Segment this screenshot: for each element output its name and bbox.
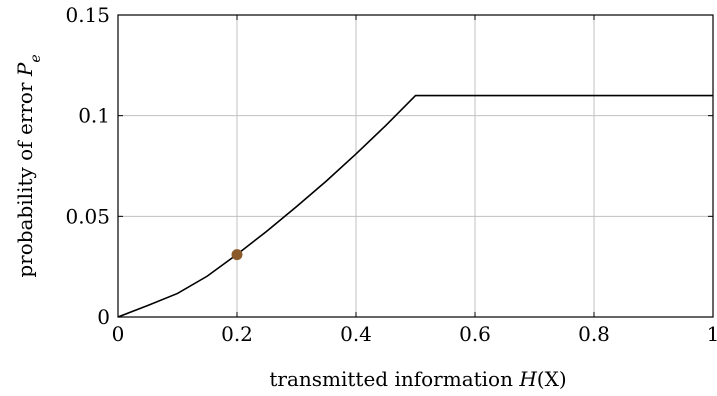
x-tick-label-2: 0.4 bbox=[340, 322, 372, 346]
x-axis-label: transmitted information H(X) bbox=[269, 367, 566, 391]
x-tick-label-5: 1 bbox=[707, 322, 717, 346]
x-tick-label-3: 0.6 bbox=[459, 322, 491, 346]
y-tick-label-0: 0 bbox=[97, 305, 110, 329]
y-axis-label-math: P bbox=[13, 62, 37, 77]
y-tick-label-3: 0.15 bbox=[65, 3, 110, 27]
y-axis-label-subscript: e bbox=[28, 54, 44, 62]
y-axis-ticks: 0 0.05 0.1 0.15 bbox=[65, 3, 713, 329]
y-tick-label-2: 0.1 bbox=[78, 104, 110, 128]
highlight-point-0 bbox=[231, 249, 243, 261]
plot-area bbox=[117, 94, 713, 318]
y-axis-label-prefix: probability of error bbox=[13, 76, 37, 278]
x-axis-label-math: H bbox=[518, 367, 537, 391]
x-axis-label-prefix: transmitted information bbox=[269, 367, 519, 391]
y-axis-label: probability of error Pe bbox=[13, 54, 44, 277]
x-axis-ticks: 0 0.2 0.4 0.6 0.8 1 bbox=[112, 15, 717, 346]
grid-lines bbox=[118, 15, 713, 317]
y-tick-label-1: 0.05 bbox=[65, 204, 110, 228]
x-tick-label-4: 0.8 bbox=[578, 322, 610, 346]
series-line-0 bbox=[117, 94, 713, 318]
axis-frame bbox=[117, 14, 714, 318]
x-tick-label-0: 0 bbox=[112, 322, 125, 346]
x-axis-label-suffix: (X) bbox=[537, 367, 567, 391]
x-tick-label-1: 0.2 bbox=[221, 322, 253, 346]
